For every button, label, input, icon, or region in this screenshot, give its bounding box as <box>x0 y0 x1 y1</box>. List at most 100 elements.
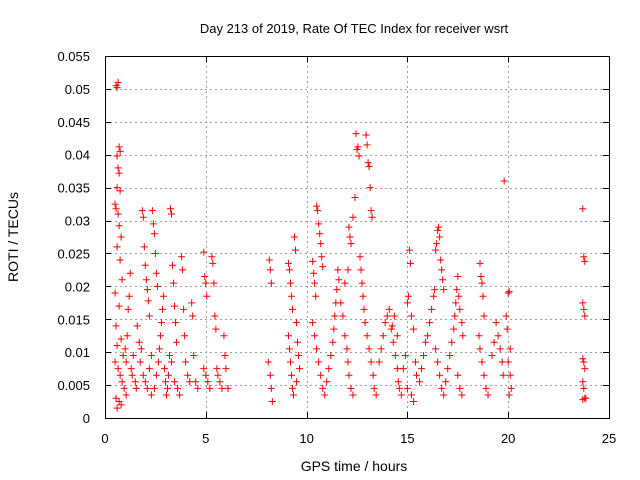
data-point <box>390 312 398 320</box>
data-point <box>116 371 124 379</box>
data-point <box>411 358 419 366</box>
data-point <box>494 332 502 340</box>
data-point <box>120 384 128 392</box>
data-point <box>316 230 324 238</box>
data-point <box>174 384 182 392</box>
data-point <box>173 338 181 346</box>
data-point <box>506 345 514 353</box>
data-point <box>139 213 147 221</box>
data-point <box>136 358 144 366</box>
data-point <box>145 312 153 320</box>
data-point <box>142 276 150 284</box>
data-point <box>113 152 121 160</box>
data-point <box>452 299 460 307</box>
data-point <box>210 279 218 287</box>
data-point <box>438 384 446 392</box>
x-tick-label: 20 <box>501 431 515 446</box>
data-point <box>454 371 462 379</box>
data-point <box>145 365 153 373</box>
data-point <box>579 396 587 404</box>
data-point <box>446 351 454 359</box>
data-point <box>439 276 447 284</box>
data-point <box>370 384 378 392</box>
data-point <box>288 384 296 392</box>
data-point <box>222 365 230 373</box>
data-point <box>444 365 452 373</box>
data-point <box>184 371 192 379</box>
data-point <box>113 184 121 192</box>
data-point <box>266 266 274 274</box>
data-point <box>116 147 124 155</box>
x-tick-label: 5 <box>202 431 209 446</box>
data-point <box>200 365 208 373</box>
data-point <box>129 351 137 359</box>
data-point <box>268 398 276 406</box>
data-point <box>434 358 442 366</box>
data-point <box>264 358 272 366</box>
data-point <box>314 207 322 215</box>
data-point <box>122 391 130 399</box>
data-point <box>453 286 461 294</box>
data-point <box>137 345 145 353</box>
data-point <box>178 253 186 261</box>
data-point <box>317 240 325 248</box>
data-point <box>347 240 355 248</box>
data-point <box>341 332 349 340</box>
data-point <box>138 207 146 215</box>
data-point <box>448 338 456 346</box>
data-point <box>426 319 434 327</box>
data-point <box>141 378 149 386</box>
data-point <box>287 371 295 379</box>
data-point <box>318 253 326 261</box>
y-tick-label: 0 <box>83 411 90 426</box>
data-point <box>116 187 124 195</box>
data-point <box>114 164 122 172</box>
data-point <box>179 266 187 274</box>
data-point <box>125 292 133 300</box>
data-point <box>267 279 275 287</box>
data-point <box>140 243 148 251</box>
data-point <box>192 378 200 386</box>
data-point <box>119 351 127 359</box>
data-point <box>580 253 588 261</box>
data-point <box>364 159 372 167</box>
data-point <box>293 378 301 386</box>
x-axis-title: GPS time / hours <box>301 458 408 474</box>
data-point <box>432 246 440 254</box>
y-tick-label: 0.045 <box>57 115 90 130</box>
y-tick-label: 0.055 <box>57 49 90 64</box>
y-tick-label: 0.025 <box>57 246 90 261</box>
data-point <box>152 269 160 277</box>
data-point <box>366 184 374 192</box>
x-tick-label: 15 <box>400 431 414 446</box>
data-point <box>315 220 323 228</box>
data-point <box>115 169 123 177</box>
data-point <box>456 384 464 392</box>
data-point <box>403 384 411 392</box>
data-point <box>438 266 446 274</box>
data-point <box>144 297 152 305</box>
data-point <box>309 319 317 327</box>
data-point <box>151 249 159 257</box>
data-point <box>420 351 428 359</box>
data-point <box>171 378 179 386</box>
data-point <box>156 332 164 340</box>
data-point <box>154 358 162 366</box>
data-point <box>349 213 357 221</box>
data-point <box>317 371 325 379</box>
data-point <box>288 305 296 313</box>
data-point <box>139 371 147 379</box>
data-point <box>153 282 161 290</box>
data-point <box>167 205 175 213</box>
data-point <box>381 319 389 327</box>
data-point <box>579 378 587 386</box>
data-point <box>436 371 444 379</box>
data-point <box>505 391 513 399</box>
data-point <box>424 332 432 340</box>
data-point <box>346 233 354 241</box>
data-point <box>490 338 498 346</box>
data-point <box>579 355 587 363</box>
data-point <box>506 371 514 379</box>
data-point <box>286 358 294 366</box>
data-point <box>488 351 496 359</box>
